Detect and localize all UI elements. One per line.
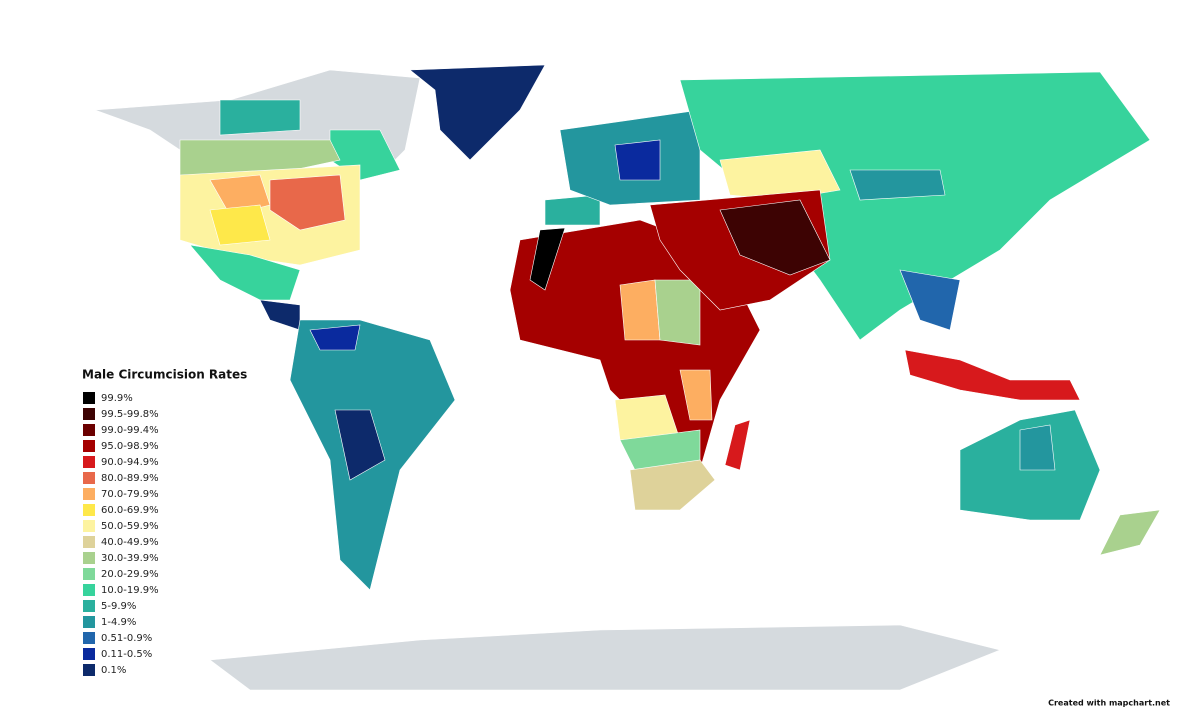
legend-swatch xyxy=(83,392,95,404)
legend-label: 5-9.9% xyxy=(101,601,136,612)
legend-swatch xyxy=(83,568,95,580)
legend-label: 30.0-39.9% xyxy=(101,553,159,564)
legend-title: Male Circumcision Rates xyxy=(82,368,247,382)
legend-label: 95.0-98.9% xyxy=(101,441,159,452)
legend: 99.9% 99.5-99.8% 99.0-99.4% 95.0-98.9% 90.0-… xyxy=(83,392,159,676)
legend-swatch xyxy=(83,504,95,516)
legend-swatch xyxy=(83,424,95,436)
legend-swatch xyxy=(83,648,95,660)
legend-label: 0.1% xyxy=(101,665,126,676)
legend-swatch xyxy=(83,456,95,468)
legend-swatch xyxy=(83,616,95,628)
legend-swatch xyxy=(83,488,95,500)
legend-label: 1-4.9% xyxy=(101,617,136,628)
legend-label: 99.9% xyxy=(101,393,133,404)
footer: Created with mapchart.net xyxy=(1048,699,1170,708)
legend-label: 60.0-69.9% xyxy=(101,505,159,516)
legend-swatch xyxy=(83,520,95,532)
legend-swatch xyxy=(83,408,95,420)
countries xyxy=(94,64,1161,691)
legend-label: 80.0-89.9% xyxy=(101,473,159,484)
legend-swatch xyxy=(83,440,95,452)
legend-label: 40.0-49.9% xyxy=(101,537,159,548)
legend-swatch xyxy=(83,584,95,596)
legend-label: 99.5-99.8% xyxy=(101,409,159,420)
legend-label: 50.0-59.9% xyxy=(101,521,159,532)
legend-label: 99.0-99.4% xyxy=(101,425,159,436)
legend-swatch xyxy=(83,536,95,548)
legend-label: 0.51-0.9% xyxy=(101,633,152,644)
legend-swatch xyxy=(83,600,95,612)
legend-swatch xyxy=(83,552,95,564)
legend-label: 90.0-94.9% xyxy=(101,457,159,468)
legend-swatch xyxy=(83,664,95,676)
legend-label: 0.11-0.5% xyxy=(101,649,152,660)
legend-label: 70.0-79.9% xyxy=(101,489,159,500)
legend-swatch xyxy=(83,472,95,484)
legend-swatch xyxy=(83,632,95,644)
legend-label: 20.0-29.9% xyxy=(101,569,159,580)
legend-label: 10.0-19.9% xyxy=(101,585,159,596)
